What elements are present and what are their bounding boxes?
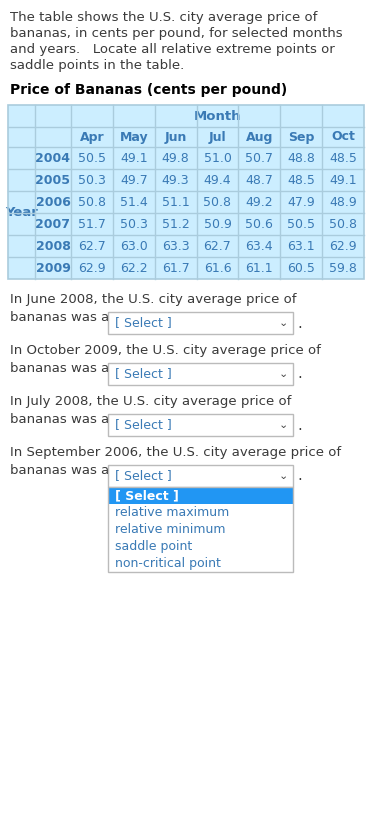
Text: 2008: 2008 [36,240,70,252]
Text: 50.8: 50.8 [203,196,231,209]
Text: bananas was at a: bananas was at a [10,362,127,375]
Text: 61.6: 61.6 [204,261,231,274]
Text: 51.7: 51.7 [78,218,106,230]
Text: Sep: Sep [288,131,314,144]
Text: 63.0: 63.0 [120,240,148,252]
Text: and years.   Locate all relative extreme points or: and years. Locate all relative extreme p… [10,43,335,56]
Text: 48.7: 48.7 [246,174,273,187]
Text: 50.6: 50.6 [246,218,273,230]
Text: [ Select ]: [ Select ] [115,419,172,432]
Text: ⌄: ⌄ [278,420,288,430]
Text: ⌄: ⌄ [278,369,288,379]
Text: 63.1: 63.1 [288,240,315,252]
Bar [8,105,364,279]
Text: saddle point: saddle point [115,540,192,553]
Text: 50.8: 50.8 [329,218,357,230]
Text: 49.1: 49.1 [120,152,148,165]
Text: ⌄: ⌄ [278,318,288,328]
Text: 50.7: 50.7 [246,152,273,165]
Text: 61.1: 61.1 [246,261,273,274]
Text: 50.5: 50.5 [78,152,106,165]
Text: 60.5: 60.5 [287,261,315,274]
Bar [108,312,293,334]
Text: [ Select ]: [ Select ] [115,469,172,482]
Text: 2004: 2004 [35,152,71,165]
Text: 50.9: 50.9 [203,218,231,230]
Text: non-critical point: non-critical point [115,557,221,570]
Text: Jun: Jun [164,131,187,144]
Text: 50.8: 50.8 [78,196,106,209]
Text: [ Select ]: [ Select ] [115,489,179,502]
Text: 51.2: 51.2 [162,218,189,230]
Text: 51.4: 51.4 [120,196,148,209]
Text: May: May [119,131,148,144]
Text: 50.5: 50.5 [287,218,315,230]
Text: In September 2006, the U.S. city average price of: In September 2006, the U.S. city average… [10,446,341,459]
Text: bananas was at a: bananas was at a [10,311,127,324]
Text: 2005: 2005 [35,174,71,187]
Text: Month: Month [194,109,241,122]
Text: 62.9: 62.9 [78,261,106,274]
Text: 50.3: 50.3 [120,218,148,230]
Text: 62.7: 62.7 [203,240,231,252]
Text: In July 2008, the U.S. city average price of: In July 2008, the U.S. city average pric… [10,395,291,408]
Text: In October 2009, the U.S. city average price of: In October 2009, the U.S. city average p… [10,344,321,357]
Bar [108,487,293,504]
Text: 2007: 2007 [35,218,71,230]
Text: 62.2: 62.2 [120,261,148,274]
Text: 48.5: 48.5 [329,152,357,165]
Text: 48.5: 48.5 [287,174,315,187]
Text: Aug: Aug [246,131,273,144]
Text: relative maximum: relative maximum [115,506,229,519]
Text: 59.8: 59.8 [329,261,357,274]
Text: 63.3: 63.3 [162,240,189,252]
Text: 2009: 2009 [36,261,70,274]
Text: 49.4: 49.4 [204,174,231,187]
Text: In June 2008, the U.S. city average price of: In June 2008, the U.S. city average pric… [10,293,296,306]
Text: 2006: 2006 [36,196,70,209]
Bar [108,465,293,487]
Text: relative minimum: relative minimum [115,523,225,536]
Text: 47.9: 47.9 [287,196,315,209]
Text: Year: Year [5,206,38,220]
Text: 49.3: 49.3 [162,174,189,187]
Text: 61.7: 61.7 [162,261,189,274]
Bar [108,363,293,385]
Text: .: . [297,418,302,432]
Text: 49.2: 49.2 [246,196,273,209]
Text: .: . [297,366,302,382]
Bar [108,487,293,572]
Text: bananas, in cents per pound, for selected months: bananas, in cents per pound, for selecte… [10,27,343,40]
Bar [8,105,364,279]
Text: 48.8: 48.8 [287,152,315,165]
Text: The table shows the U.S. city average price of: The table shows the U.S. city average pr… [10,11,317,24]
Text: [ Select ]: [ Select ] [115,317,172,330]
Text: 62.7: 62.7 [78,240,106,252]
Text: Oct: Oct [331,131,355,144]
Text: 51.1: 51.1 [162,196,189,209]
Text: 49.7: 49.7 [120,174,148,187]
Text: 48.9: 48.9 [329,196,357,209]
Text: Apr: Apr [80,131,104,144]
Text: 63.4: 63.4 [246,240,273,252]
Text: bananas was at a: bananas was at a [10,464,127,477]
Text: 49.1: 49.1 [329,174,357,187]
Text: 50.3: 50.3 [78,174,106,187]
Text: [ Select ]: [ Select ] [115,367,172,380]
Text: 51.0: 51.0 [203,152,231,165]
Text: Jul: Jul [209,131,226,144]
Text: .: . [297,468,302,484]
Bar [108,414,293,436]
Text: ⌄: ⌄ [278,471,288,481]
Text: 62.9: 62.9 [329,240,357,252]
Text: bananas was at a: bananas was at a [10,413,127,426]
Text: .: . [297,316,302,330]
Text: Price of Bananas (cents per pound): Price of Bananas (cents per pound) [10,83,287,97]
Text: saddle points in the table.: saddle points in the table. [10,59,184,72]
Text: 49.8: 49.8 [162,152,189,165]
